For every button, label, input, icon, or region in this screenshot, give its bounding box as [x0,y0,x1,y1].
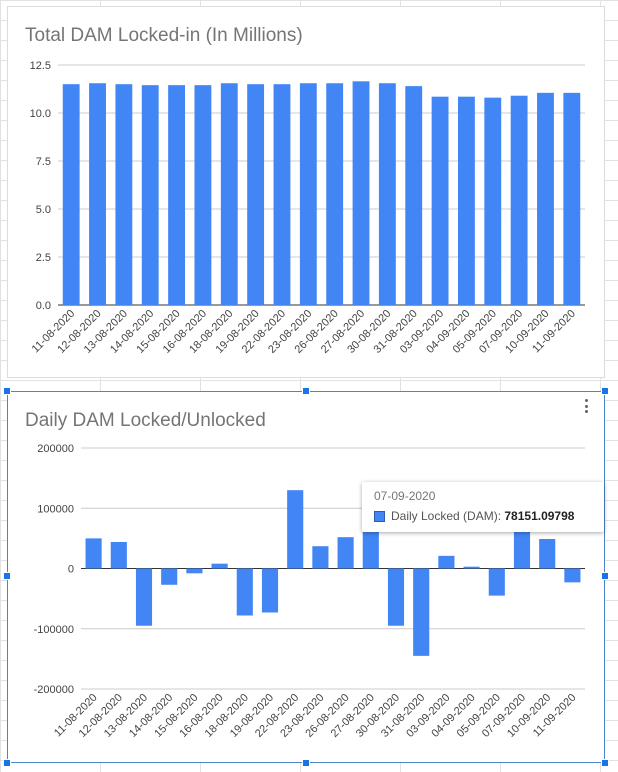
bar [110,541,127,569]
bar [62,84,80,305]
bar [352,81,370,305]
bar [186,568,203,574]
bar [236,568,253,616]
bar [299,83,317,306]
bar [85,538,102,569]
bar [247,84,265,305]
total-locked-chart-card[interactable]: Total DAM Locked-in (In Millions) 0.0 2.5… [7,6,605,378]
y-tick-label: 100000 [37,503,74,515]
tooltip-series-name: Daily Locked (DAM): [391,509,502,523]
tooltip-date: 07-09-2020 [374,489,436,503]
bar [378,83,396,306]
tooltip-value: 78151.09798 [504,509,575,523]
bar [564,568,581,583]
bar [168,85,186,305]
bar [457,96,475,306]
bar [135,568,153,626]
bar [513,521,531,569]
bar [387,568,405,626]
bar [337,537,354,569]
bar [539,538,556,569]
y-tick-label: 0 [68,564,74,576]
bar [431,96,449,306]
bar [326,83,344,306]
bar [484,97,502,305]
daily-locked-chart-card[interactable]: Daily DAM Locked/Unlocked -200000 -100000… [7,391,605,763]
bar [413,568,430,656]
bar [312,546,329,569]
bar [463,566,480,569]
bar [438,555,455,569]
bar [273,84,291,305]
resize-handle-middle-right[interactable] [601,572,609,580]
bar [563,92,581,305]
bar [405,86,423,306]
bar [89,83,106,306]
resize-handle-bottom-middle[interactable] [302,759,310,767]
daily-locked-chart-plot: -200000-100000010000020000011-08-202012-… [34,443,585,740]
resize-handle-top-left[interactable] [3,387,11,395]
bar [211,563,228,569]
tooltip-row: Daily Locked (DAM): 78151.09798 [374,509,592,523]
bar [510,95,528,305]
more-options-icon[interactable] [581,396,591,416]
y-tick-label: 200000 [37,443,74,455]
resize-handle-middle-left[interactable] [3,572,11,580]
resize-handle-top-middle[interactable] [302,387,310,395]
y-tick-label: -200000 [34,684,74,696]
y-tick-label: 5.0 [36,204,51,216]
legend-swatch-icon [374,510,385,522]
resize-handle-bottom-right[interactable] [601,759,609,767]
bar [287,490,304,569]
y-tick-label: 7.5 [36,156,51,168]
bar [141,85,159,305]
y-tick-label: 10.0 [30,108,51,120]
bar [161,568,178,585]
chart-tooltip: 07-09-2020 Daily Locked (DAM): 78151.097… [362,482,604,532]
y-tick-label: -100000 [34,624,74,636]
resize-handle-bottom-left[interactable] [3,759,11,767]
bar [194,85,212,305]
chart-title: Total DAM Locked-in (In Millions) [25,25,303,46]
total-locked-chart-plot: 0.02.55.07.510.012.511-08-202012-08-2020… [30,60,585,356]
bar [115,84,133,305]
bar [261,568,279,613]
bar [537,92,554,305]
y-tick-label: 2.5 [36,252,51,264]
y-tick-label: 12.5 [30,60,51,72]
bar [488,568,505,596]
bar [220,83,238,306]
chart-title: Daily DAM Locked/Unlocked [25,410,266,431]
y-tick-label: 0.0 [36,300,51,312]
resize-handle-top-right[interactable] [601,387,609,395]
